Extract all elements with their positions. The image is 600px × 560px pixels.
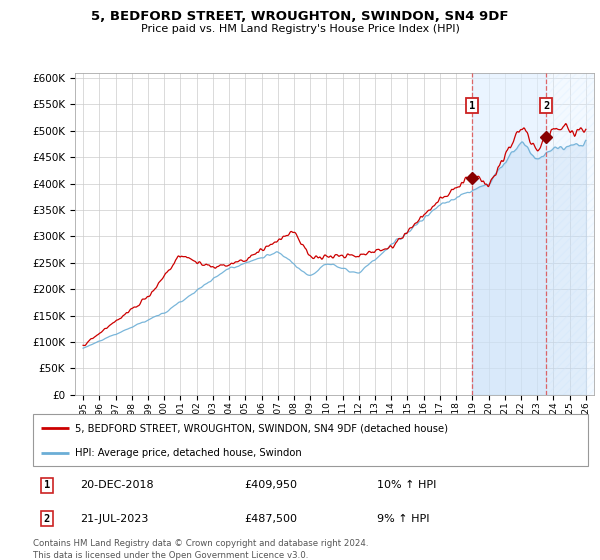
Text: 5, BEDFORD STREET, WROUGHTON, SWINDON, SN4 9DF (detached house): 5, BEDFORD STREET, WROUGHTON, SWINDON, S…	[74, 423, 448, 433]
Text: 1: 1	[44, 480, 50, 490]
Text: 1: 1	[469, 101, 475, 110]
Text: 5, BEDFORD STREET, WROUGHTON, SWINDON, SN4 9DF: 5, BEDFORD STREET, WROUGHTON, SWINDON, S…	[91, 10, 509, 22]
Text: 9% ↑ HPI: 9% ↑ HPI	[377, 514, 430, 524]
Bar	[546, 73, 594, 395]
Text: 2: 2	[44, 514, 50, 524]
Text: 2: 2	[543, 101, 549, 110]
Bar	[472, 73, 546, 395]
Text: Price paid vs. HM Land Registry's House Price Index (HPI): Price paid vs. HM Land Registry's House …	[140, 24, 460, 34]
Text: £409,950: £409,950	[244, 480, 297, 490]
Text: Contains HM Land Registry data © Crown copyright and database right 2024.
This d: Contains HM Land Registry data © Crown c…	[33, 539, 368, 559]
Text: 10% ↑ HPI: 10% ↑ HPI	[377, 480, 436, 490]
Text: £487,500: £487,500	[244, 514, 297, 524]
Text: HPI: Average price, detached house, Swindon: HPI: Average price, detached house, Swin…	[74, 448, 301, 458]
Text: 20-DEC-2018: 20-DEC-2018	[80, 480, 154, 490]
Text: 21-JUL-2023: 21-JUL-2023	[80, 514, 149, 524]
